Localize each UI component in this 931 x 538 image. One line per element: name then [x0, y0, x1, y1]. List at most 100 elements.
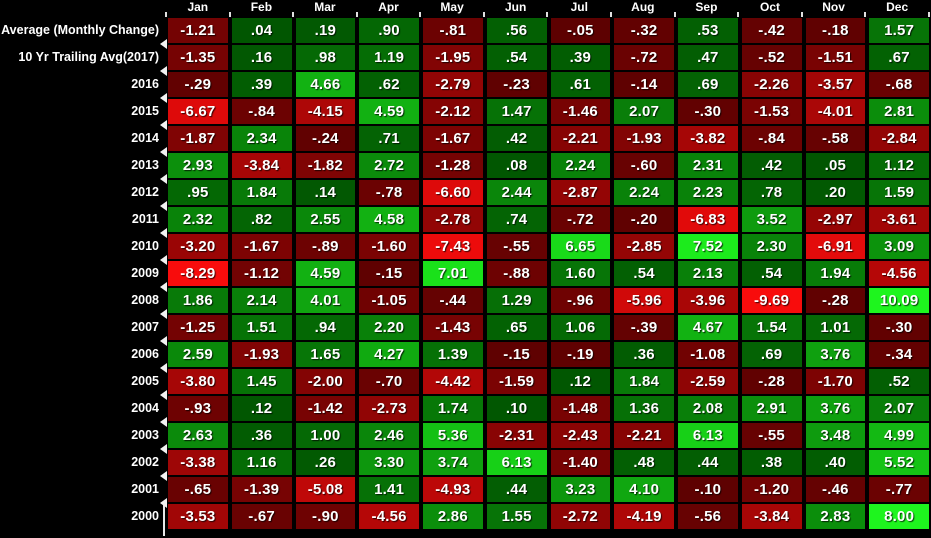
heatmap-cell-2002-sep: .44 [678, 450, 738, 475]
row-boundary-arrow-icon [160, 120, 167, 130]
heatmap-cell-2003-jan: 2.63 [168, 423, 228, 448]
heatmap-cell-2014-aug: -1.93 [614, 126, 674, 151]
heatmap-cell-2007-may: -1.43 [423, 315, 483, 340]
heatmap-cell-2008-oct: -9.69 [741, 288, 802, 313]
row-boundary-arrow-icon [160, 228, 167, 238]
heatmap-cell-2008-may: -.44 [423, 288, 483, 313]
heatmap-cell-2008-nov: -.28 [805, 288, 866, 313]
heatmap-cell-2002-oct: .38 [741, 450, 802, 475]
column-header-label: Jun [505, 0, 527, 14]
heatmap-cell-2010-dec: 3.09 [869, 234, 929, 259]
heatmap-cell-10-yr-trailing-avg-2017-mar: .98 [295, 45, 356, 70]
heatmap-cell-2004-sep: 2.08 [678, 396, 738, 421]
heatmap-cell-2002-may: 3.74 [423, 450, 483, 475]
heatmap-cell-2001-jun: .44 [486, 477, 547, 502]
column-header-row: Jan Feb Mar Apr May Jun Jul Aug Sep Oct Nov Dec [165, 0, 930, 17]
heatmap-cell-2011-oct: 3.52 [741, 207, 802, 232]
row-label: 2000 [131, 509, 159, 523]
heatmap-cell-10-yr-trailing-avg-2017-aug: -.72 [614, 45, 674, 70]
heatmap-cell-2011-jun: .74 [486, 207, 547, 232]
column-header-label: May [440, 0, 464, 14]
row-boundary-arrow-icon [160, 444, 167, 454]
column-header-jul: Jul [546, 0, 611, 17]
heatmap-cell-2000-nov: 2.83 [805, 504, 866, 529]
heatmap-cell-2001-apr: 1.41 [359, 477, 419, 502]
column-header-oct: Oct [737, 0, 802, 17]
heatmap-cell-2002-feb: 1.16 [231, 450, 292, 475]
heatmap-cell-2003-mar: 1.00 [295, 423, 356, 448]
row-boundary-arrow-icon [160, 93, 167, 103]
heatmap-cell-2008-jan: 1.86 [168, 288, 228, 313]
heatmap-cell-2010-jun: -.55 [486, 234, 547, 259]
row-boundary-arrow-icon [160, 336, 167, 346]
heatmap-cell-2014-nov: -.58 [805, 126, 866, 151]
heatmap-cell-2010-may: -7.43 [423, 234, 483, 259]
table-row: 10 Yr Trailing Avg(2017) -1.35.16.98 1.19-… [0, 44, 931, 76]
table-row: 2007 -1.25 1.51.94 2.20 -1.43.65 1.06 -.39 4.67… [0, 314, 931, 346]
heatmap-cell-2010-apr: -1.60 [359, 234, 419, 259]
heatmap-cell-2015-jul: -1.46 [550, 99, 611, 124]
row-label: 2016 [0, 71, 167, 103]
heatmap-cell-2001-dec: -.77 [869, 477, 929, 502]
row-boundary-arrow-icon [160, 147, 167, 157]
heatmap-cell-2000-may: 2.86 [423, 504, 483, 529]
heatmap-cell-2006-jun: -.15 [486, 342, 547, 367]
heatmap-cell-2005-feb: 1.45 [231, 369, 292, 394]
heatmap-cell-10-yr-trailing-avg-2017-dec: .67 [869, 45, 929, 70]
heatmap-cell-2012-apr: -.78 [359, 180, 419, 205]
heatmap-cell-2013-jul: 2.24 [550, 153, 611, 178]
heatmap-cell-2007-jul: 1.06 [550, 315, 611, 340]
heatmap-cell-2001-sep: -.10 [678, 477, 738, 502]
table-row: 2003 2.63.36 1.00 2.46 5.36 -2.31 -2.43 -2.21 6.… [0, 422, 931, 454]
heatmap-cell-2012-dec: 1.59 [869, 180, 929, 205]
heatmap-cell-2005-may: -4.42 [423, 369, 483, 394]
heatmap-cell-2015-sep: -.30 [678, 99, 738, 124]
heatmap-cell-2009-oct: .54 [741, 261, 802, 286]
heatmap-cell-2005-jun: -1.59 [486, 369, 547, 394]
heatmap-cell-2016-feb: .39 [231, 72, 292, 97]
heatmap-cell-average-monthly-change-apr: .90 [359, 18, 419, 43]
column-boundary-tick [292, 12, 295, 17]
heatmap-cell-average-monthly-change-may: -.81 [423, 18, 483, 43]
heatmap-cell-2016-jul: .61 [550, 72, 611, 97]
heatmap-cell-2012-jan: .95 [168, 180, 228, 205]
heatmap-cell-2003-feb: .36 [231, 423, 292, 448]
heatmap-cell-2008-mar: 4.01 [295, 288, 356, 313]
heatmap-cell-2005-oct: -.28 [741, 369, 802, 394]
column-header-label: Oct [759, 0, 780, 14]
heatmap-cell-2013-mar: -1.82 [295, 153, 356, 178]
heatmap-cell-average-monthly-change-nov: -.18 [805, 18, 866, 43]
heatmap-cell-2007-jan: -1.25 [168, 315, 228, 340]
table-row: 2015 -6.67 -.84 -4.15 4.59 -2.12 1.47 -1.46 2.07… [0, 98, 931, 130]
heatmap-cell-2016-apr: .62 [359, 72, 419, 97]
heatmap-cell-2013-sep: 2.31 [678, 153, 738, 178]
heatmap-cell-10-yr-trailing-avg-2017-jul: .39 [550, 45, 611, 70]
heatmap-cell-2009-jan: -8.29 [168, 261, 228, 286]
heatmap-cell-2015-oct: -1.53 [741, 99, 802, 124]
heatmap-cell-10-yr-trailing-avg-2017-nov: -1.51 [805, 45, 866, 70]
heatmap-cell-2011-apr: 4.58 [359, 207, 419, 232]
heatmap-cell-2010-sep: 7.52 [678, 234, 738, 259]
heatmap-cell-2004-nov: 3.76 [805, 396, 866, 421]
row-label: Average (Monthly Change) [0, 17, 167, 49]
heatmap-cell-2004-mar: -1.42 [295, 396, 356, 421]
column-header-label: Feb [250, 0, 273, 14]
heatmap-cell-2009-dec: -4.56 [869, 261, 929, 286]
row-boundary-arrow-icon [160, 282, 167, 292]
heatmap-cell-10-yr-trailing-avg-2017-oct: -.52 [741, 45, 802, 70]
heatmap-cell-10-yr-trailing-avg-2017-may: -1.95 [423, 45, 483, 70]
heatmap-cell-2008-jul: -.96 [550, 288, 611, 313]
heatmap-cell-2012-sep: 2.23 [678, 180, 738, 205]
heatmap-cell-2001-oct: -1.20 [741, 477, 802, 502]
heatmap-rows: Average (Monthly Change) -1.21.04.19.90 -.… [0, 17, 931, 530]
row-boundary-arrow-icon [160, 39, 167, 49]
heatmap-cell-2003-dec: 4.99 [869, 423, 929, 448]
heatmap-cell-2006-apr: 4.27 [359, 342, 419, 367]
heatmap-cell-2010-jan: -3.20 [168, 234, 228, 259]
heatmap-cell-2016-oct: -2.26 [741, 72, 802, 97]
heatmap-cell-2000-aug: -4.19 [614, 504, 674, 529]
column-boundary-tick [610, 12, 613, 17]
heatmap-cell-average-monthly-change-jul: -.05 [550, 18, 611, 43]
heatmap-cell-2015-dec: 2.81 [869, 99, 929, 124]
heatmap-cell-2010-oct: 2.30 [741, 234, 802, 259]
